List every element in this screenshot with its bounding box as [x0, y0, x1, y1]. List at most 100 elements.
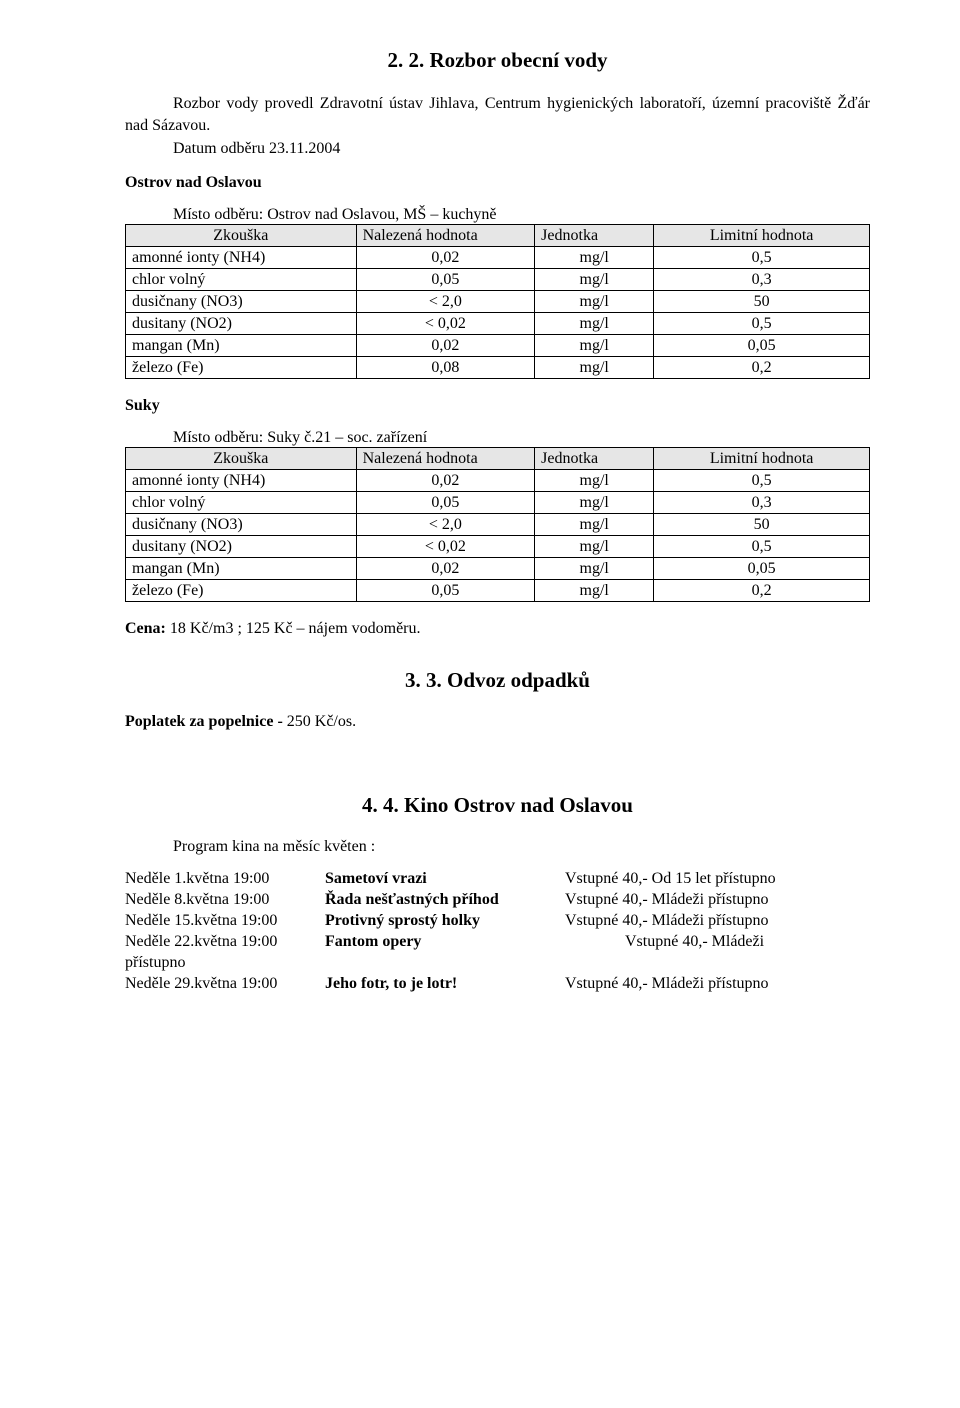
schedule-note: Vstupné 40,- Od 15 let přístupno: [565, 870, 870, 891]
schedule-row: Neděle 29.května 19:00Jeho fotr, to je l…: [125, 975, 870, 996]
schedule-note: Vstupné 40,- Mládeži přístupno: [565, 975, 870, 996]
schedule-title: Řada nešťastných příhod: [325, 891, 565, 912]
table-cell: dusitany (NO2): [126, 313, 357, 335]
table-cell: 0,5: [654, 247, 870, 269]
table-cell: mg/l: [535, 558, 654, 580]
suky-table: Zkouška Nalezená hodnota Jednotka Limitn…: [125, 447, 870, 602]
ostrov-heading: Ostrov nad Oslavou: [125, 174, 870, 192]
table-cell: mg/l: [535, 514, 654, 536]
table-cell: amonné ionty (NH4): [126, 470, 357, 492]
table-cell: mg/l: [535, 492, 654, 514]
table-cell: 0,05: [356, 492, 535, 514]
table-cell: 0,2: [654, 357, 870, 379]
table-cell: < 0,02: [356, 536, 535, 558]
suky-heading: Suky: [125, 397, 870, 415]
schedule-row: přístupno: [125, 954, 870, 975]
table-cell: mg/l: [535, 536, 654, 558]
table-row: chlor volný0,05mg/l0,3: [126, 492, 870, 514]
table-cell: 0,02: [356, 335, 535, 357]
table-header: Jednotka: [535, 448, 654, 470]
schedule-day: přístupno: [125, 954, 325, 975]
schedule-day: Neděle 15.května 19:00: [125, 912, 325, 933]
section-3-title: 3. 3. Odvoz odpadků: [125, 668, 870, 693]
table-cell: mangan (Mn): [126, 335, 357, 357]
page: 2. 2. Rozbor obecní vody Rozbor vody pro…: [0, 0, 960, 1054]
poplatek-line: Poplatek za popelnice - 250 Kč/os.: [125, 713, 870, 731]
table-cell: chlor volný: [126, 269, 357, 291]
table-cell: < 2,0: [356, 514, 535, 536]
table-header: Limitní hodnota: [654, 448, 870, 470]
table-cell: 0,2: [654, 580, 870, 602]
cena-line: Cena: 18 Kč/m3 ; 125 Kč – nájem vodoměru…: [125, 620, 870, 638]
table-header: Zkouška: [126, 225, 357, 247]
table-header: Nalezená hodnota: [356, 225, 535, 247]
table-cell: mg/l: [535, 470, 654, 492]
table-row: železo (Fe)0,08mg/l0,2: [126, 357, 870, 379]
table-cell: 0,05: [356, 269, 535, 291]
table-cell: 50: [654, 291, 870, 313]
table-cell: < 2,0: [356, 291, 535, 313]
poplatek-value: 250 Kč/os.: [287, 713, 356, 730]
table-cell: mg/l: [535, 580, 654, 602]
table-cell: 50: [654, 514, 870, 536]
schedule-day: Neděle 8.května 19:00: [125, 891, 325, 912]
table-cell: amonné ionty (NH4): [126, 247, 357, 269]
schedule-title: Protivný sprostý holky: [325, 912, 565, 933]
schedule-day: Neděle 22.května 19:00: [125, 933, 325, 954]
schedule-note: Vstupné 40,- Mládeži: [565, 933, 870, 954]
schedule-row: Neděle 22.května 19:00Fantom operyVstupn…: [125, 933, 870, 954]
table-cell: železo (Fe): [126, 580, 357, 602]
date-line: Datum odběru 23.11.2004: [125, 140, 870, 158]
poplatek-label: Poplatek za popelnice -: [125, 713, 287, 730]
table-header: Nalezená hodnota: [356, 448, 535, 470]
table-header: Limitní hodnota: [654, 225, 870, 247]
schedule-row: Neděle 15.května 19:00Protivný sprostý h…: [125, 912, 870, 933]
table-cell: 0,5: [654, 536, 870, 558]
table-cell: dusičnany (NO3): [126, 514, 357, 536]
table-cell: mg/l: [535, 335, 654, 357]
schedule-note: Vstupné 40,- Mládeži přístupno: [565, 891, 870, 912]
section-4-title: 4. 4. Kino Ostrov nad Oslavou: [125, 793, 870, 818]
schedule-table: Neděle 1.května 19:00Sametoví vraziVstup…: [125, 870, 870, 996]
table-cell: 0,5: [654, 470, 870, 492]
table-cell: mg/l: [535, 291, 654, 313]
table-cell: 0,02: [356, 470, 535, 492]
table-row: amonné ionty (NH4)0,02mg/l0,5: [126, 470, 870, 492]
table-cell: mg/l: [535, 269, 654, 291]
table-header: Jednotka: [535, 225, 654, 247]
table-cell: 0,3: [654, 492, 870, 514]
schedule-title: [325, 954, 565, 975]
section-2-title: 2. 2. Rozbor obecní vody: [125, 48, 870, 73]
table-cell: mg/l: [535, 313, 654, 335]
schedule-row: Neděle 8.května 19:00Řada nešťastných př…: [125, 891, 870, 912]
table-row: dusičnany (NO3)< 2,0mg/l50: [126, 514, 870, 536]
program-line: Program kina na měsíc květen :: [173, 838, 870, 856]
table-cell: železo (Fe): [126, 357, 357, 379]
schedule-row: Neděle 1.května 19:00Sametoví vraziVstup…: [125, 870, 870, 891]
table-cell: 0,08: [356, 357, 535, 379]
table-cell: mg/l: [535, 247, 654, 269]
schedule-title: Sametoví vrazi: [325, 870, 565, 891]
ostrov-caption: Místo odběru: Ostrov nad Oslavou, MŠ – k…: [173, 206, 870, 224]
schedule-day: Neděle 1.května 19:00: [125, 870, 325, 891]
table-cell: dusičnany (NO3): [126, 291, 357, 313]
table-cell: 0,05: [654, 558, 870, 580]
table-row: dusitany (NO2)< 0,02mg/l0,5: [126, 313, 870, 335]
table-cell: 0,02: [356, 247, 535, 269]
table-row: amonné ionty (NH4)0,02mg/l0,5: [126, 247, 870, 269]
schedule-title: Fantom opery: [325, 933, 565, 954]
table-row: dusičnany (NO3)< 2,0mg/l50: [126, 291, 870, 313]
table-cell: < 0,02: [356, 313, 535, 335]
table-cell: mangan (Mn): [126, 558, 357, 580]
table-cell: 0,02: [356, 558, 535, 580]
table-row: chlor volný0,05mg/l0,3: [126, 269, 870, 291]
schedule-day: Neděle 29.května 19:00: [125, 975, 325, 996]
table-row: mangan (Mn)0,02mg/l0,05: [126, 558, 870, 580]
schedule-title: Jeho fotr, to je lotr!: [325, 975, 565, 996]
table-cell: 0,3: [654, 269, 870, 291]
table-cell: chlor volný: [126, 492, 357, 514]
cena-label: Cena:: [125, 620, 166, 637]
table-row: železo (Fe)0,05mg/l0,2: [126, 580, 870, 602]
table-cell: dusitany (NO2): [126, 536, 357, 558]
table-cell: 0,05: [356, 580, 535, 602]
